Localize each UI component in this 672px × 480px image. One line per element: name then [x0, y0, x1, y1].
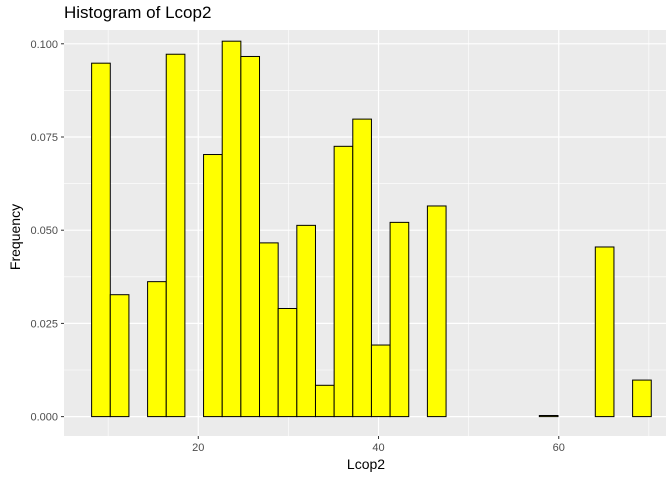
- histogram-bar-11: [277, 307, 298, 418]
- histogram-bar-17: [389, 221, 410, 418]
- histogram-bar-28: [594, 246, 615, 418]
- histogram-bar-25: [538, 414, 559, 418]
- y-tick-label: 0.075: [30, 132, 58, 144]
- histogram-bar-12: [296, 224, 316, 418]
- histogram-bar-1: [91, 62, 111, 418]
- histogram-bar-15: [352, 118, 372, 418]
- x-axis: 20 40 60: [192, 436, 565, 454]
- histogram-bar-7: [203, 154, 223, 418]
- histogram-bar-9: [240, 55, 261, 418]
- x-axis-label: Lcop2: [346, 456, 386, 472]
- x-tick-label: 20: [192, 442, 204, 454]
- x-tick-label: 60: [553, 442, 565, 454]
- histogram-bar-4: [147, 281, 167, 418]
- histogram-bars: [91, 40, 652, 418]
- x-tick-label: 40: [372, 442, 384, 454]
- histogram-bar-2: [109, 294, 130, 418]
- histogram-bar-30: [632, 379, 652, 418]
- y-tick-label: 0.100: [30, 39, 58, 51]
- histogram-bar-10: [259, 242, 279, 418]
- histogram-bar-14: [333, 145, 354, 418]
- y-tick-label: 0.000: [30, 412, 58, 424]
- histogram-bar-5: [165, 53, 186, 418]
- y-tick-label: 0.025: [30, 318, 58, 330]
- histogram-bar-13: [314, 384, 335, 418]
- histogram-bar-19: [426, 205, 447, 418]
- y-axis: 0.000 0.025 0.050 0.075 0.100: [30, 39, 64, 424]
- y-tick-label: 0.050: [30, 225, 58, 237]
- histogram-bar-8: [221, 40, 242, 418]
- chart-title: Histogram of Lcop2: [64, 3, 212, 22]
- histogram-bar-16: [370, 344, 391, 418]
